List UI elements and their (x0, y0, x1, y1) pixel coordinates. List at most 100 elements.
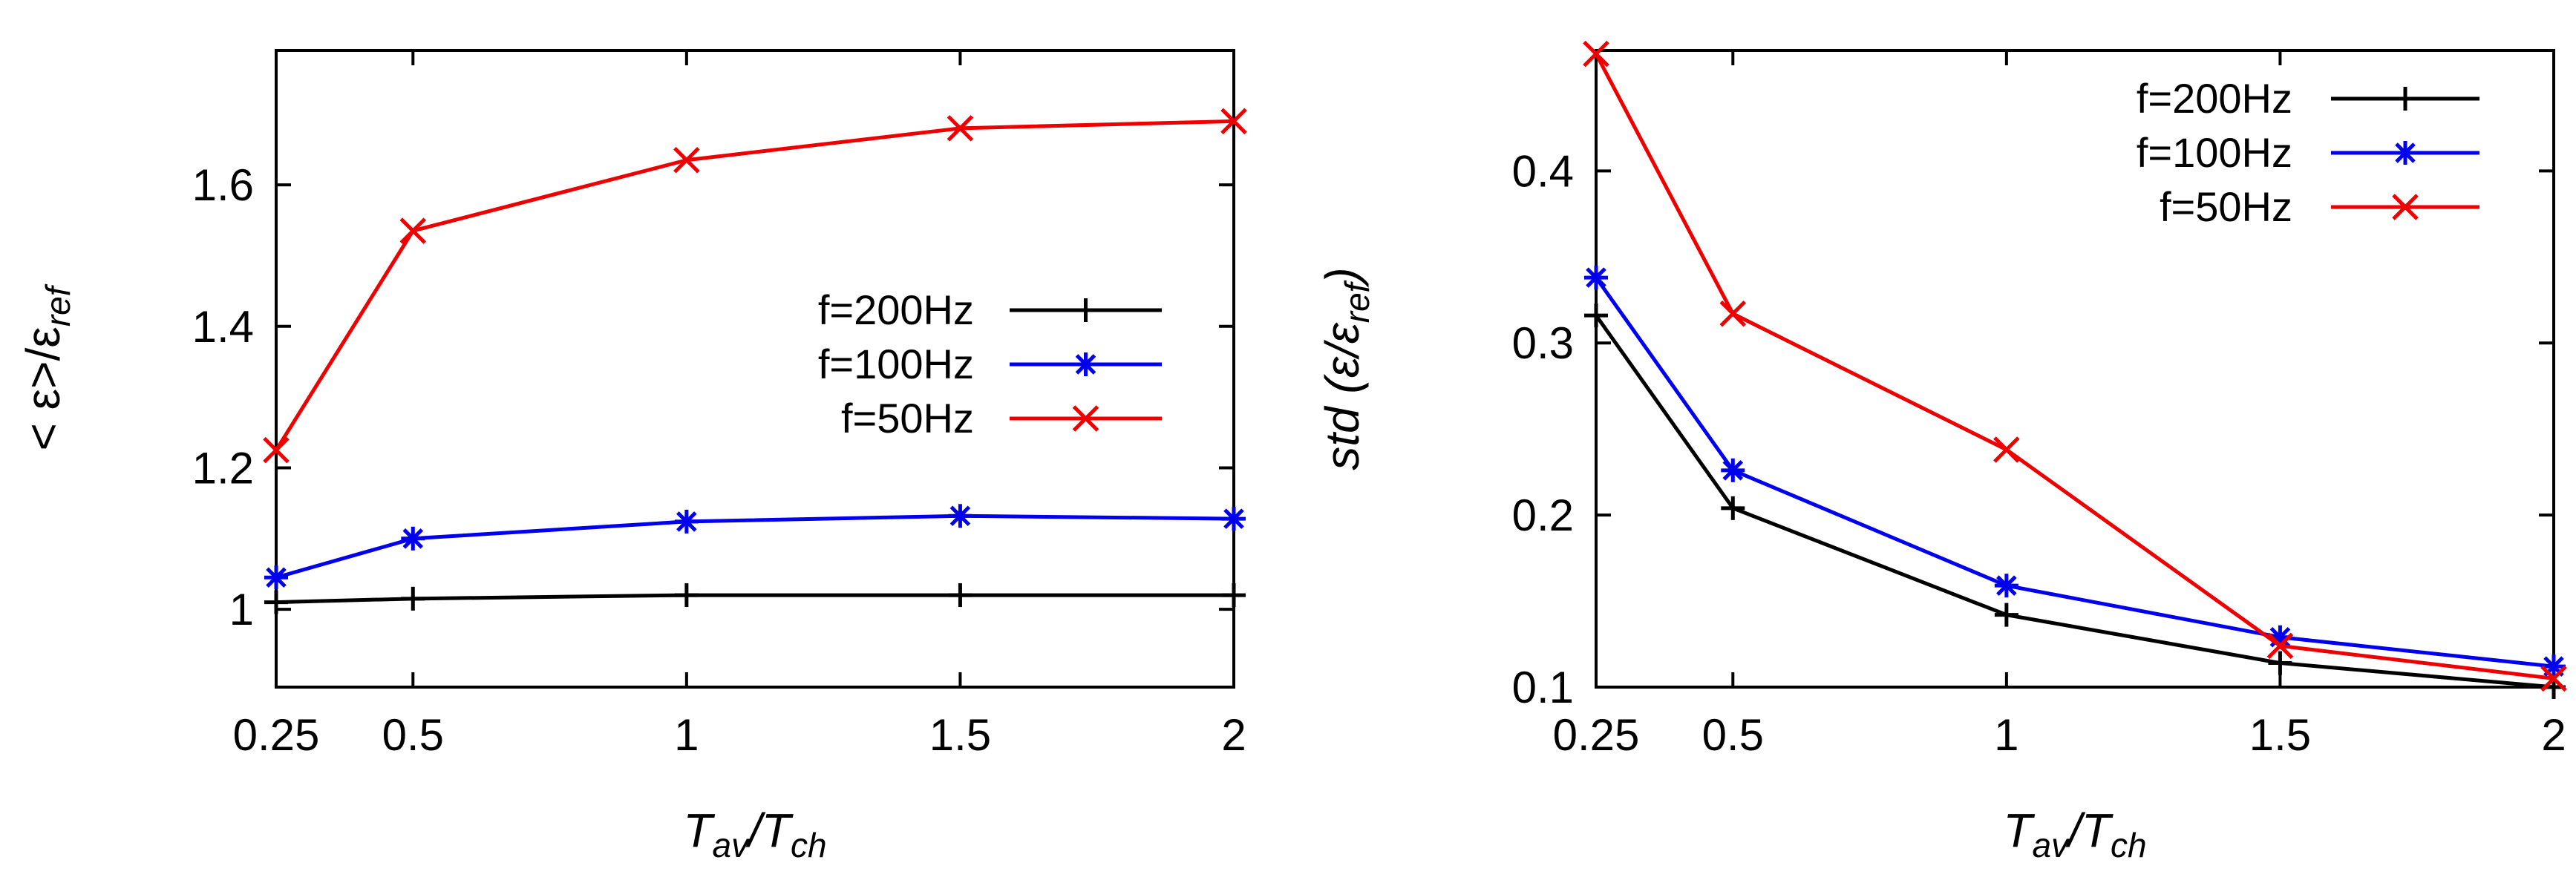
data-point-f-50hz (673, 146, 700, 174)
data-point-f-200hz (264, 590, 288, 614)
x-axis-label-t2: T (762, 804, 794, 857)
y-axis-label-sub: ref (1338, 280, 1376, 323)
data-point-f-100hz (1584, 266, 1608, 290)
y-axis-label-sub: ref (39, 283, 77, 326)
y-tick-label: 0.4 (1512, 146, 1574, 196)
y-axis-label: std (ε/εref) (1315, 267, 1376, 470)
y-tick-label: 1.2 (192, 443, 254, 493)
x-tick-label: 0.25 (1553, 710, 1640, 760)
data-point-f-200hz (1721, 496, 1745, 520)
data-point-f-50hz (263, 436, 290, 464)
series-line-f-50hz (274, 119, 1235, 451)
data-point-f-200hz (1584, 303, 1608, 328)
legend-label: f=50Hz (841, 395, 974, 442)
data-point-f-50hz (1993, 436, 2020, 463)
data-point-f-100hz (674, 509, 699, 534)
data-point-f-50hz-d2 (1583, 40, 1609, 68)
data-point-f-200hz (1994, 603, 2018, 627)
data-point-f-50hz-d2 (2540, 665, 2567, 692)
legend-marker (2393, 141, 2417, 165)
x-axis-label-sub1: av (713, 826, 751, 864)
legend-marker (2393, 87, 2417, 111)
data-point-f-100hz (1222, 507, 1246, 531)
x-tick-label: 1 (674, 710, 699, 760)
data-point-f-100hz-d2 (266, 567, 287, 588)
y-tick-label: 0.3 (1512, 318, 1574, 368)
chart-2: 0.25 0.5 1 1.5 2 0.1 0.2 0.3 0.4 Tav/Tch std (ε/εr… (1315, 40, 2567, 864)
y-tick-label: 0.2 (1512, 490, 1574, 540)
data-point-f-50hz-d2 (1993, 436, 2020, 463)
legend-label: f=100Hz (2137, 129, 2292, 176)
data-point-f-100hz-d2 (676, 511, 697, 532)
chart-1: 0.25 0.5 1 1.5 2 1 1.2 1.4 1.6 Tav/Tch < ε>/εref f=… (16, 49, 1247, 864)
legend-marker (1073, 352, 1098, 376)
x-tick-label: 1 (1994, 710, 2018, 760)
y-axis-label: < ε>/εref (16, 283, 77, 450)
x-axis-label-sub2: ch (791, 826, 827, 864)
x-axis-label-sub2: ch (2111, 826, 2147, 864)
legend-marker (1073, 298, 1098, 322)
x-axis-label-t2: T (2082, 804, 2114, 857)
legend-label: f=100Hz (818, 341, 974, 387)
y-tick-label: 1.4 (192, 302, 254, 352)
data-point-f-50hz (1583, 40, 1609, 68)
data-point-f-100hz (2542, 654, 2566, 679)
plot-frame (1595, 49, 2555, 689)
data-point-f-100hz-d2 (1586, 267, 1606, 288)
data-point-f-100hz (948, 504, 972, 528)
data-point-f-100hz-d2 (1996, 575, 2017, 596)
y-tick-label: 1 (229, 585, 254, 634)
legend-label: f=200Hz (2137, 75, 2292, 122)
x-axis-label: Tav/Tch (683, 804, 826, 864)
x-tick-label: 0.5 (1702, 710, 1764, 760)
data-point-f-100hz (1994, 574, 2018, 598)
data-point-f-200hz (401, 586, 425, 611)
data-point-f-200hz (948, 583, 972, 608)
x-axis-label-t1: T (683, 804, 715, 857)
data-point-f-50hz (399, 217, 427, 244)
data-point-f-50hz-d2 (399, 217, 427, 244)
x-tick-label: 0.5 (382, 710, 444, 760)
x-axis-label: Tav/Tch (2003, 804, 2146, 864)
data-point-f-200hz (2268, 651, 2292, 675)
y-axis-label-main: std (ε/ε (1315, 322, 1369, 470)
legend-marker-d2 (2392, 194, 2419, 220)
x-tick-label: 1.5 (2249, 710, 2311, 760)
data-point-f-50hz (1220, 108, 1247, 135)
data-point-f-50hz-d2 (1719, 301, 1747, 327)
data-point-f-100hz-d2 (1223, 508, 1244, 529)
data-point-f-50hz (2266, 632, 2294, 660)
legend-marker-d2 (1072, 405, 1099, 432)
data-point-f-50hz-d2 (1220, 108, 1247, 135)
data-point-f-50hz-d2 (263, 436, 290, 464)
data-point-f-50hz (947, 115, 974, 142)
x-tick-label: 0.25 (233, 710, 320, 760)
x-axis-label-sub1: av (2033, 826, 2071, 864)
y-tick-label: 0.1 (1512, 663, 1574, 712)
data-point-f-50hz (2540, 665, 2567, 692)
series-line-f-200hz (1594, 314, 2554, 689)
y-tick-label: 1.6 (192, 160, 254, 210)
data-point-f-50hz-d2 (947, 115, 974, 142)
plot-frame (275, 49, 1235, 689)
legend-label: f=50Hz (2160, 183, 2292, 230)
data-point-f-100hz-d2 (402, 528, 424, 549)
data-point-f-200hz (1222, 583, 1246, 608)
legend-marker-d2 (2395, 142, 2416, 163)
data-point-f-50hz-d2 (673, 146, 700, 174)
legend-marker (2392, 194, 2419, 220)
x-tick-label: 2 (1221, 710, 1246, 760)
data-point-f-100hz (264, 565, 288, 590)
legend-marker (1072, 405, 1099, 432)
data-point-f-50hz-d2 (2266, 632, 2294, 660)
x-tick-label: 2 (2541, 710, 2566, 760)
legend-marker-d2 (1075, 354, 1096, 375)
x-tick-label: 1.5 (929, 710, 991, 760)
data-point-f-50hz (1719, 301, 1747, 327)
data-point-f-200hz (674, 583, 699, 608)
data-point-f-100hz-d2 (949, 505, 971, 527)
data-point-f-100hz (1721, 458, 1745, 482)
y-axis-label-main: < ε>/ε (16, 326, 70, 450)
